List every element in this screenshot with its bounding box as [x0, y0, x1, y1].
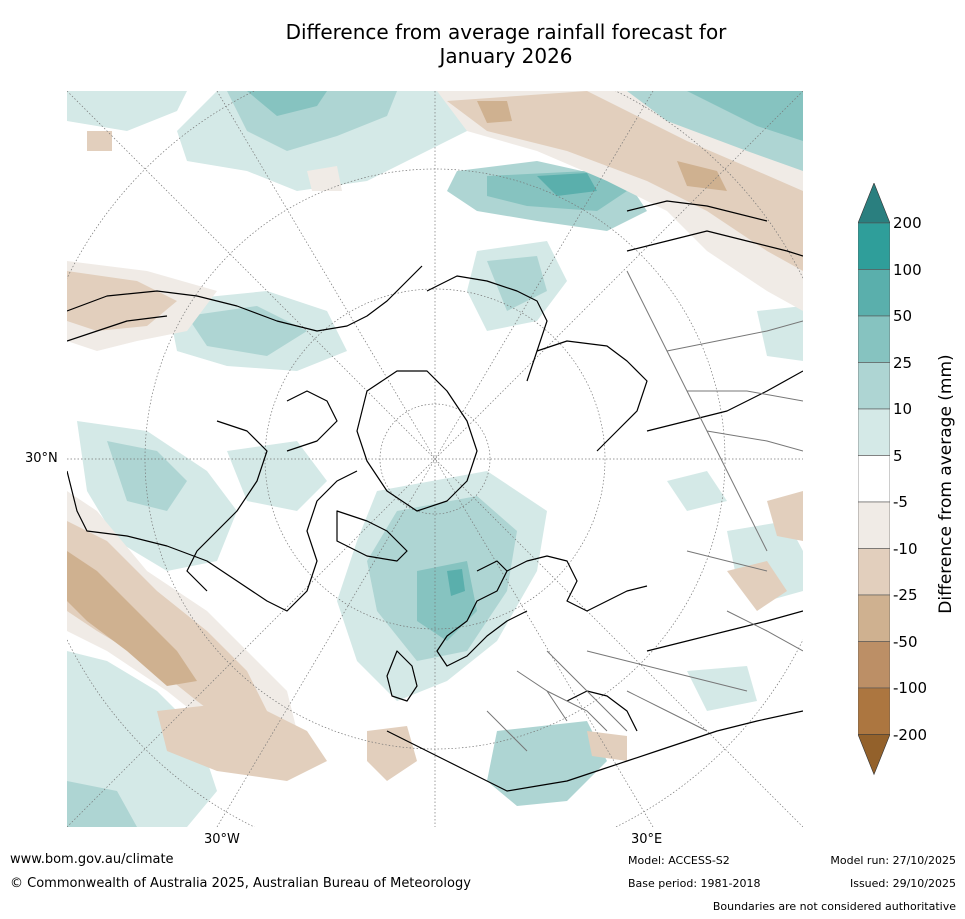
- colorbar-segment: [858, 548, 890, 596]
- colorbar-segment: [858, 455, 890, 503]
- lon-label-30w: 30°W: [204, 832, 240, 847]
- footer-copyright: © Commonwealth of Australia 2025, Austra…: [10, 876, 471, 891]
- colorbar-tick-label: 25: [893, 353, 913, 372]
- colorbar-tick-label: -200: [893, 725, 928, 744]
- colorbar-tick-label: -5: [893, 493, 908, 511]
- colorbar-tick-label: 100: [893, 260, 922, 279]
- chart-title-line-1: Difference from average rainfall forecas…: [285, 20, 727, 44]
- graticule: [67, 91, 803, 827]
- colorbar-segment: [858, 408, 890, 456]
- footer-issued: Issued: 29/10/2025: [849, 877, 956, 890]
- positive-anomaly-regions: [67, 91, 803, 827]
- colorbar-segment: [858, 501, 890, 549]
- colorbar-title: Difference from average (mm): [936, 354, 956, 614]
- coastlines: [67, 200, 803, 792]
- footer-model: Model: ACCESS-S2: [628, 854, 730, 867]
- colorbar-segment: [858, 594, 890, 642]
- colorbar-tick-label: -10: [893, 539, 918, 558]
- colorbar-segment: [858, 315, 890, 363]
- colorbar-tick-label: 50: [893, 307, 913, 325]
- colorbar-extend-top: [858, 183, 890, 224]
- colorbar-segment: [858, 269, 890, 317]
- chart-title: Difference from average rainfall forecas…: [200, 20, 812, 68]
- colorbar-tick-label: -50: [893, 632, 918, 651]
- colorbar-segment: [858, 687, 890, 735]
- footer-disclaimer: Boundaries are not considered authoritat…: [712, 900, 956, 913]
- colorbar-segment: [858, 362, 890, 410]
- colorbar-segment: [858, 641, 890, 689]
- footer-model-run: Model run: 27/10/2025: [830, 854, 956, 867]
- colorbar-extend-bottom: [858, 734, 890, 776]
- colorbar: [858, 183, 890, 776]
- negative-anomaly-regions: [67, 91, 803, 781]
- lat-label-30n: 30°N: [25, 451, 58, 466]
- colorbar-tick-label: 200: [893, 214, 922, 232]
- lon-label-30e: 30°E: [631, 832, 663, 847]
- colorbar-tick-label: 5: [893, 446, 903, 465]
- colorbar-tick-label: -25: [893, 586, 918, 604]
- colorbar-tick-label: 10: [893, 400, 913, 418]
- colorbar-tick-label: -100: [893, 679, 928, 697]
- country-borders: [486, 270, 803, 752]
- footer-url[interactable]: www.bom.gov.au/climate: [10, 852, 174, 867]
- rainfall-map: [67, 91, 803, 827]
- colorbar-segment: [858, 222, 890, 270]
- footer-base-period: Base period: 1981-2018: [628, 877, 761, 890]
- chart-title-line-2: January 2026: [439, 44, 573, 68]
